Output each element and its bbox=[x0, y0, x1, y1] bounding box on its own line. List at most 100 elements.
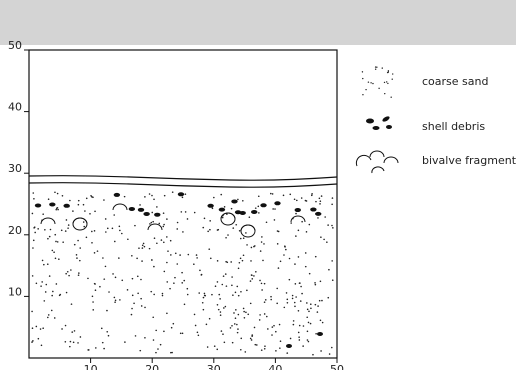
sand-grain bbox=[231, 276, 233, 278]
sand-grain bbox=[219, 298, 221, 300]
sediment-diagram: coarse sand shell debris bivalve fragmen… bbox=[0, 0, 516, 370]
sand-grain bbox=[132, 278, 134, 280]
sand-grain bbox=[326, 241, 328, 243]
sand-grain bbox=[270, 296, 272, 298]
sand-grain bbox=[118, 257, 120, 259]
sand-grain bbox=[225, 261, 227, 263]
sand-grain bbox=[320, 200, 322, 202]
sand-grain bbox=[182, 197, 184, 199]
sand-grain bbox=[332, 197, 334, 199]
sand-grain bbox=[87, 349, 89, 351]
sand-grain bbox=[161, 239, 163, 241]
sand-grain bbox=[235, 317, 237, 319]
sand-grain bbox=[185, 211, 187, 213]
sand-grain bbox=[61, 328, 63, 330]
sand-grain bbox=[301, 293, 303, 295]
sand-grain bbox=[306, 302, 308, 304]
sand-grain bbox=[206, 324, 208, 326]
sand-grain bbox=[187, 288, 189, 290]
sand-grain bbox=[153, 294, 155, 296]
sand-grain bbox=[238, 314, 240, 316]
sand-grain bbox=[153, 198, 155, 200]
sand-grain bbox=[203, 309, 205, 311]
sand-grain bbox=[196, 257, 198, 259]
sand-grain bbox=[294, 263, 296, 265]
sand-grain bbox=[261, 283, 263, 285]
sand-grain bbox=[70, 269, 72, 271]
sand-grain bbox=[137, 275, 139, 277]
sand-grain bbox=[38, 338, 40, 340]
y-tick-label: 10 bbox=[8, 285, 22, 298]
sand-grain bbox=[92, 309, 94, 311]
sand-grain bbox=[223, 307, 225, 309]
sand-grain bbox=[180, 333, 182, 335]
sand-grain bbox=[331, 225, 333, 227]
sand-grain bbox=[214, 345, 216, 347]
sand-grain bbox=[173, 323, 175, 325]
sand-grain bbox=[163, 331, 165, 333]
sand-grain bbox=[259, 280, 261, 282]
sand-grain bbox=[133, 303, 135, 305]
sand-grain bbox=[246, 244, 248, 246]
sand-grain bbox=[387, 83, 388, 84]
sand-grain bbox=[250, 303, 252, 305]
sand-grain bbox=[194, 212, 196, 214]
sand-grain bbox=[198, 334, 200, 336]
sand-grain bbox=[68, 224, 70, 226]
sand-grain bbox=[264, 345, 266, 347]
sand-grain bbox=[231, 325, 233, 327]
sand-grain bbox=[102, 342, 104, 344]
sand-grain bbox=[121, 233, 123, 235]
sand-grain bbox=[280, 260, 282, 262]
sand-grain bbox=[209, 229, 211, 231]
sand-grain bbox=[286, 299, 288, 301]
sand-grain bbox=[142, 247, 144, 249]
sand-grain bbox=[273, 325, 275, 327]
sand-grain bbox=[176, 263, 178, 265]
sand-grain bbox=[243, 311, 245, 313]
sand-grain bbox=[32, 247, 34, 249]
sand-grain bbox=[163, 241, 165, 243]
sand-grain bbox=[220, 194, 222, 196]
sand-grain bbox=[375, 66, 376, 67]
sand-grain bbox=[209, 318, 211, 320]
sand-grain bbox=[166, 262, 168, 264]
sand-grain bbox=[80, 336, 82, 338]
sand-grain bbox=[294, 302, 296, 304]
sand-grain bbox=[283, 307, 285, 309]
sand-grain bbox=[295, 213, 297, 215]
shell-fragment bbox=[295, 208, 301, 212]
sand-grain bbox=[327, 297, 329, 299]
sand-grain bbox=[32, 192, 34, 194]
sand-grain bbox=[91, 242, 93, 244]
sand-grain bbox=[47, 263, 49, 265]
sand-icon bbox=[362, 66, 394, 98]
sand-grain bbox=[108, 335, 110, 337]
legend-label: coarse sand bbox=[422, 75, 488, 88]
sand-grain bbox=[255, 271, 257, 273]
sand-grain bbox=[87, 278, 89, 280]
sand-grain bbox=[33, 240, 35, 242]
sand-grain bbox=[225, 237, 227, 239]
shell-fragment bbox=[317, 332, 323, 336]
sand-grain bbox=[222, 333, 224, 335]
sand-grain bbox=[127, 289, 129, 291]
sand-grain bbox=[144, 196, 146, 198]
shell-fragment bbox=[239, 211, 245, 215]
sand-grain bbox=[42, 260, 44, 262]
sand-grain bbox=[158, 223, 160, 225]
sand-grain bbox=[294, 306, 296, 308]
sand-grain bbox=[279, 347, 281, 349]
sand-grain bbox=[124, 341, 126, 343]
sand-grain bbox=[261, 289, 263, 291]
sand-grain bbox=[151, 222, 153, 224]
sand-grain bbox=[114, 297, 116, 299]
shell-fragment bbox=[219, 208, 225, 212]
shell-fragment bbox=[310, 208, 316, 212]
sand-grain bbox=[182, 231, 184, 233]
sand-grain bbox=[251, 335, 253, 337]
sand-grain bbox=[155, 330, 157, 332]
sand-grain bbox=[264, 301, 266, 303]
sand-grain bbox=[90, 195, 92, 197]
sand-grain bbox=[301, 197, 303, 199]
